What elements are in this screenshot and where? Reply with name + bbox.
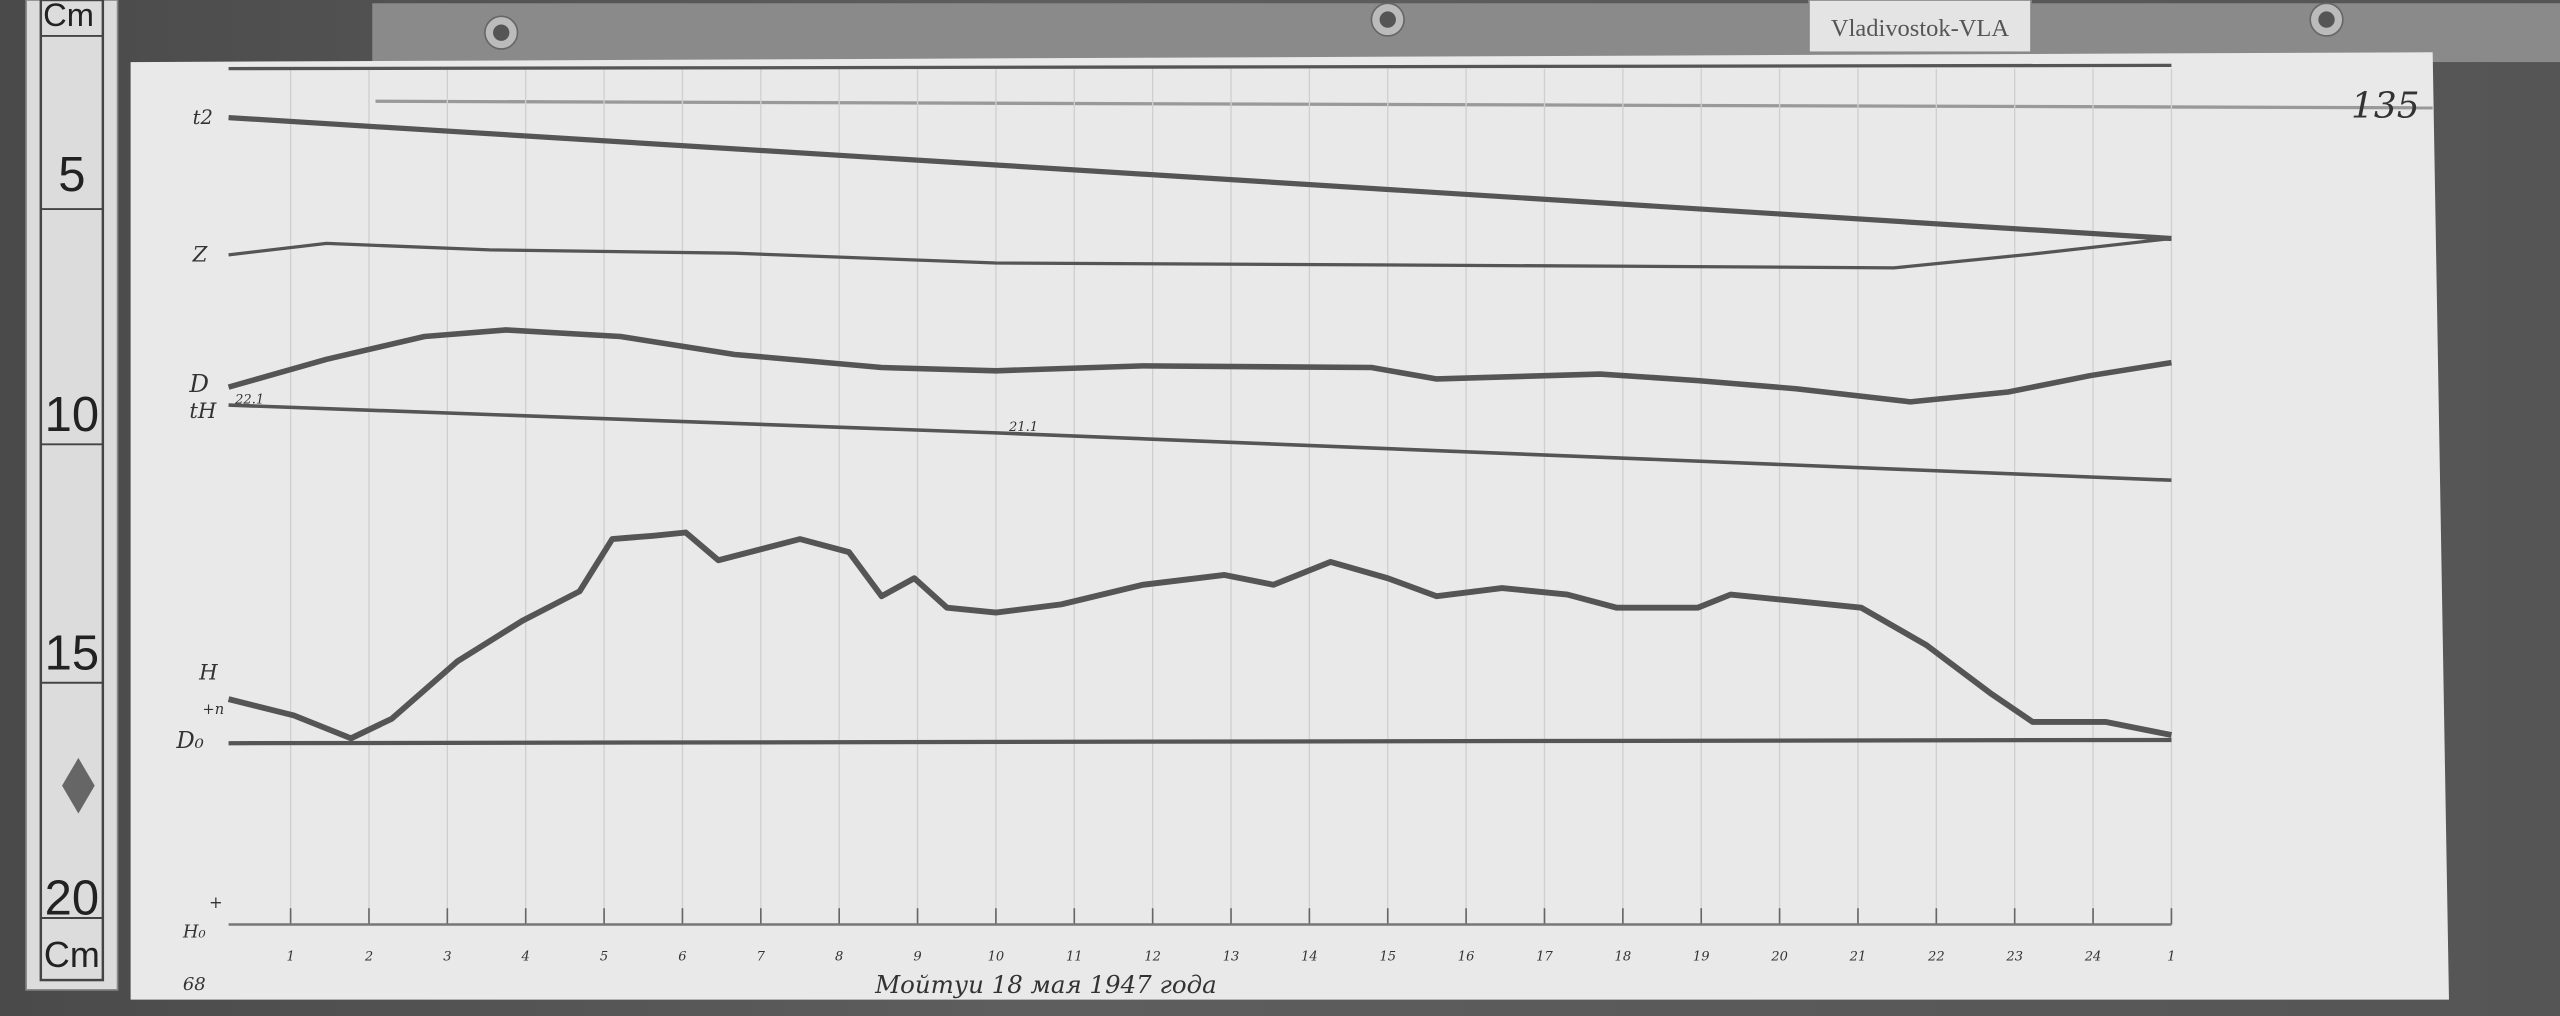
hour-tick-label: 23 — [2005, 949, 2023, 964]
label-t2: t2 — [193, 106, 213, 129]
hour-axis: 1 2 3 4 5 6 7 8 9 10 11 12 13 14 15 16 17 18 19 20 21 22 23 24 1 — [228, 908, 2176, 964]
annotation-th-start: 22.1 — [234, 392, 264, 407]
hour-tick-label: 4 — [521, 949, 530, 964]
hour-tick-label: 13 — [1223, 949, 1240, 964]
hour-tick-label: 14 — [1301, 949, 1318, 964]
hour-tick-label: 15 — [1379, 949, 1396, 964]
hour-tick-label: 17 — [1536, 949, 1553, 964]
hour-tick-label: 3 — [443, 949, 451, 964]
label-plus: + — [209, 893, 223, 912]
h0-baseline — [228, 737, 2172, 746]
th-line — [228, 403, 2172, 483]
station-label: Vladivostok-VLA — [1831, 15, 2009, 42]
screw-icons — [484, 2, 2344, 50]
hour-tick-label: 8 — [835, 949, 843, 964]
annotation-th-mid: 21.1 — [1008, 420, 1038, 435]
hour-tick-label: 20 — [1770, 949, 1788, 964]
hour-tick-label: 11 — [1066, 949, 1083, 964]
label-h0: H₀ — [182, 922, 206, 943]
hour-tick-label: 1 — [2167, 949, 2175, 964]
hour-tick-label: 9 — [913, 949, 921, 964]
hour-tick-label: 2 — [364, 949, 373, 964]
label-z: Z — [192, 242, 209, 267]
sheet-number: 135 — [2351, 86, 2420, 127]
paper-sheet — [130, 52, 2449, 1000]
baseline-top — [228, 63, 2172, 71]
label-h: H — [198, 661, 218, 686]
hour-tick-label: 19 — [1693, 949, 1710, 964]
ruler-mark-15: 15 — [45, 627, 99, 681]
ruler-diamond-icon — [62, 757, 95, 814]
station-label-card — [1808, 0, 2032, 54]
hour-tick-label: 18 — [1615, 949, 1632, 964]
hour-tick-label: 16 — [1458, 949, 1475, 964]
h-trace — [227, 529, 2173, 742]
z-trace — [228, 236, 2172, 270]
label-d0: D₀ — [175, 728, 203, 754]
hour-tick-label: 21 — [1849, 949, 1867, 964]
hour-tick-label: 12 — [1144, 949, 1161, 964]
label-d: D — [188, 369, 209, 398]
ruler-mark-5: 5 — [58, 148, 85, 202]
hour-tick-label: 6 — [678, 949, 686, 964]
ruler-unit-top: Cm — [43, 0, 94, 33]
label-plus-n: +n — [202, 701, 224, 718]
label-th: tH — [189, 399, 217, 424]
hour-gridlines — [289, 68, 2173, 925]
ruler-mark-10: 10 — [45, 388, 99, 442]
plastic-edge — [375, 99, 2433, 110]
traces — [227, 63, 2173, 746]
hour-tick-label: 1 — [286, 949, 294, 964]
hour-tick-label: 7 — [757, 949, 766, 964]
d-trace — [227, 327, 2172, 405]
hour-tick-label: 22 — [1927, 949, 1945, 964]
ruler-unit-bottom: Cm — [44, 934, 100, 975]
t2-line — [228, 114, 2172, 242]
hour-tick-label: 10 — [988, 949, 1005, 964]
caption: Мойтуи 18 мая 1947 года — [874, 970, 1217, 999]
hour-tick-label: 5 — [600, 949, 608, 964]
plastic-strip — [372, 3, 2560, 63]
ruler-mark-20: 20 — [45, 872, 99, 926]
corner-mark: 68 — [183, 974, 206, 995]
hour-tick-label: 24 — [2084, 949, 2102, 964]
